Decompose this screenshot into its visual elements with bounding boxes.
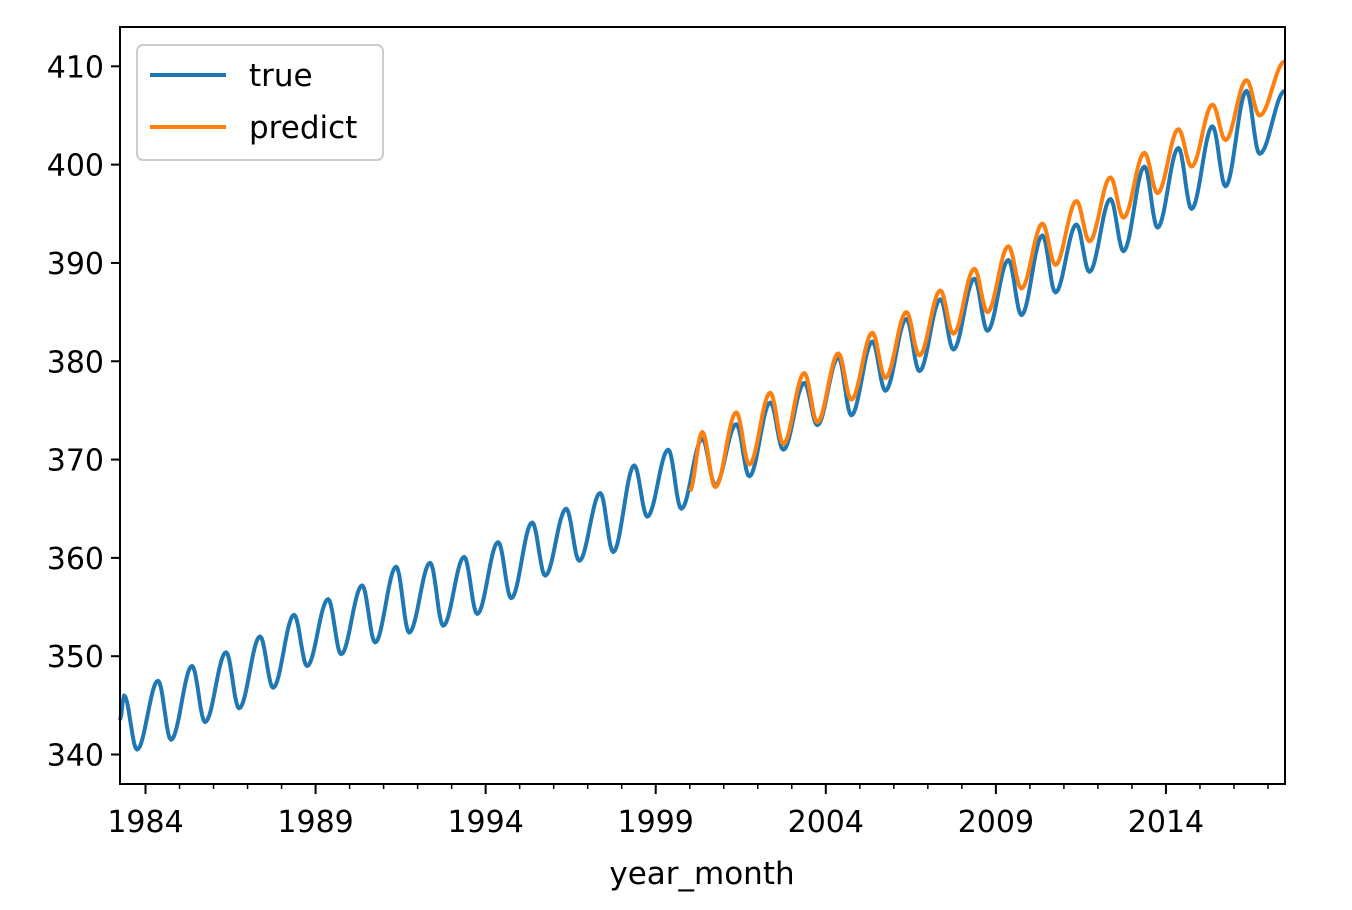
x-tick-label: 1984 <box>107 805 183 840</box>
x-axis-minor-ticks <box>178 784 1269 789</box>
plot-area <box>118 26 1286 785</box>
y-tick-label: 360 <box>47 542 104 577</box>
x-axis-ticks: 1984 1989 1994 1999 2004 2009 2014 <box>107 784 1204 840</box>
y-tick-label: 400 <box>47 149 104 184</box>
legend: true predict <box>136 44 384 161</box>
series-line-true <box>118 88 1286 752</box>
series-line-predict <box>688 59 1286 493</box>
y-tick-label: 390 <box>47 247 104 282</box>
y-tick-label: 380 <box>47 345 104 380</box>
y-tick-label: 370 <box>47 444 104 479</box>
x-tick-label: 2009 <box>958 805 1034 840</box>
series-layer <box>118 59 1286 752</box>
x-tick-label: 2014 <box>1128 805 1204 840</box>
y-axis-ticks: 340 350 360 370 380 390 400 410 <box>47 50 120 774</box>
x-axis-title: year_month <box>609 856 794 892</box>
legend-label-predict: predict <box>249 110 357 146</box>
y-tick-label: 340 <box>47 739 104 774</box>
y-tick-label: 350 <box>47 640 104 675</box>
x-tick-label: 2004 <box>788 805 864 840</box>
legend-label-true: true <box>249 58 313 94</box>
y-tick-label: 410 <box>47 50 104 85</box>
x-tick-label: 1989 <box>277 805 353 840</box>
x-tick-label: 1994 <box>447 805 523 840</box>
x-tick-label: 1999 <box>618 805 694 840</box>
axes-frame <box>119 26 1286 785</box>
